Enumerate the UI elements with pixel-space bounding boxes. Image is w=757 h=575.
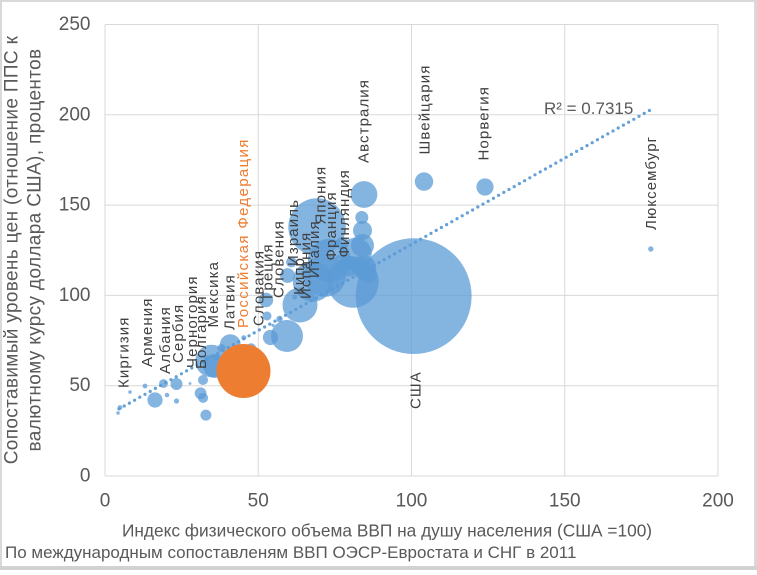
- svg-text:Япония: Япония: [313, 166, 330, 225]
- svg-text:Словения: Словения: [271, 220, 288, 298]
- svg-text:Черногория: Черногория: [184, 275, 201, 368]
- svg-text:Сербия: Сербия: [170, 304, 187, 363]
- svg-text:По международным сопоставленям: По международным сопоставленям ВВП ОЭСР-…: [5, 543, 576, 562]
- svg-text:250: 250: [59, 14, 91, 35]
- svg-text:Армения: Армения: [139, 298, 156, 368]
- svg-text:Индекс физического объема ВВП: Индекс физического объема ВВП на душу на…: [122, 521, 652, 541]
- svg-text:Болгария: Болгария: [193, 295, 210, 369]
- svg-text:Люксембург: Люксембург: [643, 136, 660, 230]
- svg-text:Италия: Италия: [306, 220, 323, 278]
- svg-text:Албания: Албания: [157, 306, 174, 374]
- svg-text:200: 200: [59, 104, 91, 125]
- svg-text:150: 150: [549, 490, 581, 511]
- svg-text:0: 0: [100, 490, 111, 511]
- svg-text:Сопоставимый уровень цен (отно: Сопоставимый уровень цен (отношение ППС …: [2, 35, 23, 464]
- svg-text:Испания: Испания: [298, 232, 315, 299]
- svg-text:Израиль: Израиль: [285, 199, 302, 266]
- svg-text:Норвегия: Норвегия: [476, 86, 493, 160]
- svg-text:0: 0: [80, 466, 91, 487]
- svg-text:Кипр: Кипр: [291, 257, 308, 295]
- svg-text:Мексика: Мексика: [205, 261, 222, 328]
- svg-text:150: 150: [59, 195, 91, 216]
- svg-text:R² = 0.7315: R² = 0.7315: [544, 99, 633, 118]
- svg-text:Латвия: Латвия: [221, 274, 238, 330]
- svg-text:50: 50: [69, 375, 90, 396]
- svg-text:Греция: Греция: [260, 243, 277, 299]
- svg-text:100: 100: [396, 490, 428, 511]
- svg-text:Австралия: Австралия: [356, 79, 373, 163]
- svg-text:Франция: Франция: [323, 191, 340, 260]
- svg-text:Киргизия: Киргизия: [116, 317, 133, 389]
- svg-text:100: 100: [59, 285, 91, 306]
- svg-text:Финляндия: Финляндия: [336, 169, 353, 257]
- svg-text:США: США: [408, 371, 425, 409]
- svg-text:50: 50: [248, 490, 269, 511]
- svg-text:Российская Федерация: Российская Федерация: [235, 138, 252, 328]
- svg-text:валютному курсу доллара США),: валютному курсу доллара США), процентов: [25, 49, 46, 452]
- svg-text:200: 200: [702, 490, 734, 511]
- svg-text:Швейцария: Швейцария: [417, 65, 434, 155]
- svg-text:Словакия: Словакия: [251, 250, 268, 326]
